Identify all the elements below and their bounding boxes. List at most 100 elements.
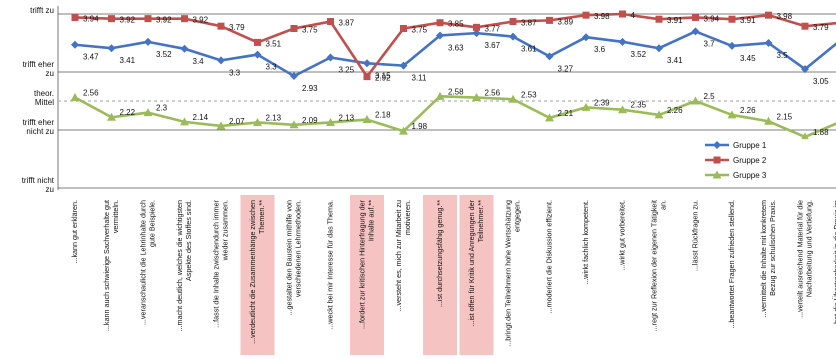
svg-text:...versteht es, mich zur Mitar: ...versteht es, mich zur Mitarbeit zumot… [394,200,412,311]
point-s2-2 [144,15,152,23]
point-s3-5 [253,117,262,126]
point-s3-11 [472,93,481,102]
point-s2-9 [400,25,407,32]
point-s1-11 [472,29,481,38]
value-label-s2-5: 3.51 [266,39,282,48]
svg-text:...ist offen für Kritik und An: ...ist offen für Kritik und Anregungen d… [467,199,485,326]
highlight-band-11 [459,195,494,355]
value-label-s2-0: 3.94 [83,14,99,23]
svg-text:...regt zur Reflexion der eige: ...regt zur Reflexion der eigenen Tätigk… [650,200,668,331]
svg-text:...lässt Rückfragen zu.: ...lässt Rückfragen zu. [691,200,700,271]
value-label-s2-3: 3.92 [193,16,209,25]
value-label-s1-9: 3.11 [412,74,428,83]
category-label-4: ...fasst die Inhalte zwischendurch immer… [212,199,230,327]
value-label-s3-12: 2.53 [521,90,537,99]
value-label-s3-5: 2.13 [266,113,282,122]
value-label-s3-0: 2.56 [83,89,99,98]
point-s1-2 [144,37,152,46]
point-s1-1 [107,44,116,53]
value-label-s2-9: 3.75 [412,26,428,35]
value-label-s3-6: 2.09 [302,116,318,125]
point-s3-2 [143,108,153,117]
svg-text:...kann gut erklären.: ...kann gut erklären. [70,200,79,264]
point-s1-8 [363,59,371,68]
point-s2-0 [71,13,79,21]
category-label-1: ...kann auch schwierige Sachverhalte gut… [102,200,120,331]
category-label-8: ...fordert zur kritischen Hinterfragung … [358,199,376,329]
value-label-s2-20: 3.79 [813,23,829,32]
point-s3-20 [800,132,810,141]
point-s2-10 [436,19,444,27]
category-labels: ...kann gut erklären. ...kann auch schwie… [70,199,836,346]
grid-layer [57,6,836,190]
svg-text:...vermittelt die Inhalte mit: ...vermittelt die Inhalte mit konkretemB… [759,200,777,317]
value-label-s1-19: 3.5 [777,51,789,60]
value-label-s2-6: 3.75 [302,26,318,35]
legend-marker-2 [713,156,721,164]
value-label-s1-2: 3.52 [156,50,172,59]
point-s1-7 [326,53,335,62]
point-s3-9 [399,126,408,135]
svg-text:...hat die Übertragbarkeit in: ...hat die Übertragbarkeit in die Praxis… [832,200,836,330]
y-level-label-4: trifft nicht zu [22,176,55,194]
category-label-9: ...versteht es, mich zur Mitarbeit zumot… [394,200,412,311]
point-s2-8 [363,73,371,81]
point-s1-13 [545,52,554,61]
svg-text:...macht deutlich, welches die: ...macht deutlich, welches die wichtigst… [175,200,193,331]
point-s2-16 [655,15,663,23]
value-label-s1-5: 3.3 [266,63,278,72]
series-layer [70,10,836,141]
svg-text:...ist durchsetzungsfähig genu: ...ist durchsetzungsfähig genug.** [435,200,444,307]
point-s2-1 [108,15,115,23]
category-label-0: ...kann gut erklären. [70,200,79,264]
point-s2-19 [765,11,772,19]
value-label-s2-12: 3.87 [521,19,537,28]
value-label-s1-13: 3.27 [558,64,574,73]
point-s1-19 [764,39,773,47]
point-s1-18 [728,41,736,50]
svg-text:...fasst die Inhalte zwischend: ...fasst die Inhalte zwischendurch immer… [212,199,230,327]
value-label-s1-0: 3.47 [83,53,99,62]
point-s1-14 [582,33,590,42]
category-label-20: ...verteilt ausreichend Material für die… [796,200,814,318]
point-s2-14 [582,11,590,19]
legend-marker-1 [713,141,721,149]
y-level-label-3: trifft eher nicht zu [23,118,55,136]
legend: Gruppe 1 Gruppe 2 Gruppe 3 [700,139,836,181]
point-s3-8 [362,115,372,124]
value-label-s2-1: 3.92 [120,16,136,25]
value-label-s1-1: 3.41 [120,56,136,65]
point-s3-4 [216,121,226,130]
value-label-s1-16: 3.41 [667,56,683,65]
value-label-s2-4: 3.79 [229,23,245,32]
value-label-s2-2: 3.92 [156,16,172,25]
y-level-label-2: theor. Mittel [34,89,54,107]
point-s1-5 [253,50,262,59]
point-s3-19 [764,116,773,125]
point-s3-3 [180,117,189,126]
point-s1-15 [618,37,627,46]
value-label-s3-7: 2.13 [339,113,355,122]
value-label-s1-8: 3.15 [375,71,391,80]
value-label-s3-16: 2.26 [667,106,683,115]
category-label-7: ...weckt bei mir Interesse für das Thema… [326,200,335,330]
value-label-s1-3: 3.4 [193,57,205,66]
point-s3-16 [654,110,664,119]
value-label-s3-2: 2.3 [156,104,168,113]
highlight-band-8 [350,195,384,355]
value-label-s1-10: 3.63 [448,43,464,52]
point-s2-7 [327,18,334,26]
value-label-s2-17: 3.94 [704,14,720,23]
point-s2-3 [181,15,188,23]
point-s3-7 [326,117,335,126]
value-label-s3-4: 2.07 [229,117,245,126]
value-label-s3-3: 2.14 [193,113,209,122]
svg-text:...wirkt fachlich kompetent.: ...wirkt fachlich kompetent. [581,200,590,285]
category-label-18: ...beantwortet Fragen zufrieden stellend… [727,200,736,329]
point-s2-20 [801,22,809,30]
point-s2-17 [692,13,699,21]
y-level-label-0: trifft zu [30,6,54,15]
highlight-band-5 [240,195,275,355]
value-label-s2-11: 3.77 [485,24,501,33]
